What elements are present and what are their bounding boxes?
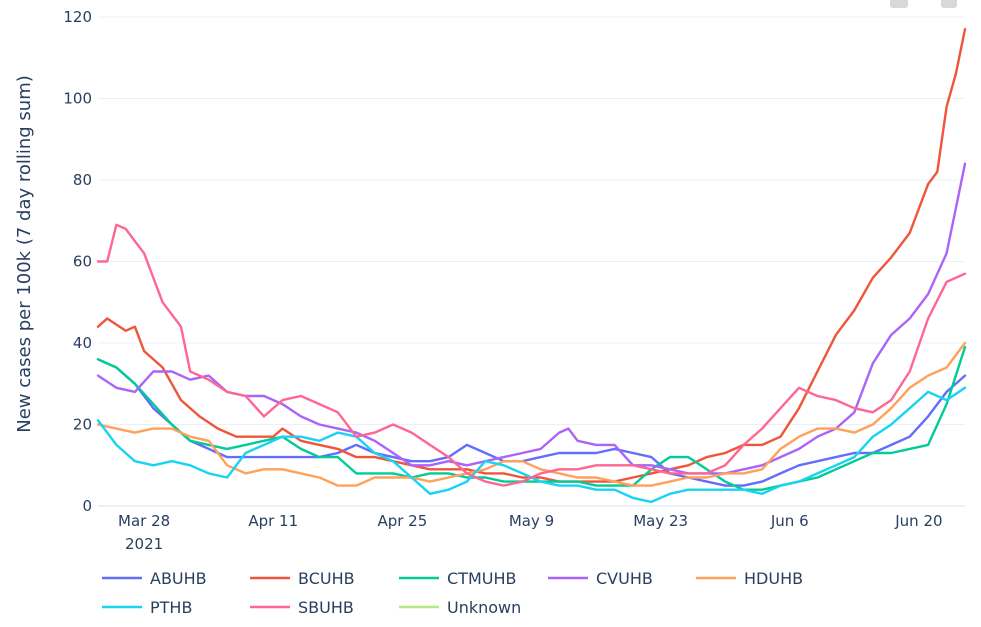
x-tick-sublabel: 2021 bbox=[125, 535, 163, 553]
legend[interactable]: ABUHB BCUHB CTMUHB CVUHB HDUHB PTHB SBUHB Unkno… bbox=[102, 569, 803, 617]
legend-item-cvuhb[interactable]: CVUHB bbox=[548, 569, 653, 588]
series-line-pthb[interactable] bbox=[96, 386, 967, 504]
grid-lines bbox=[98, 16, 965, 507]
home-icon[interactable] bbox=[941, 0, 957, 8]
y-tick-label: 80 bbox=[73, 171, 92, 189]
legend-item-abuhb[interactable]: ABUHB bbox=[102, 569, 207, 588]
legend-label: SBUHB bbox=[298, 598, 354, 617]
series-line-sbuhb[interactable] bbox=[96, 223, 967, 487]
legend-label: CVUHB bbox=[596, 569, 653, 588]
legend-item-hduhb[interactable]: HDUHB bbox=[696, 569, 803, 588]
legend-item-sbuhb[interactable]: SBUHB bbox=[250, 598, 354, 617]
y-tick-label: 40 bbox=[73, 334, 92, 352]
series-line-hduhb[interactable] bbox=[96, 341, 967, 487]
legend-item-unknown[interactable]: Unknown bbox=[399, 598, 521, 617]
legend-label: BCUHB bbox=[298, 569, 355, 588]
x-tick-label: Jun 6 bbox=[770, 512, 809, 530]
series-line-bcuhb[interactable] bbox=[96, 28, 967, 483]
y-tick-label: 100 bbox=[63, 90, 92, 108]
camera-icon[interactable] bbox=[890, 0, 908, 8]
legend-label: CTMUHB bbox=[447, 569, 516, 588]
plot-area[interactable] bbox=[96, 28, 967, 504]
y-tick-label: 20 bbox=[73, 416, 92, 434]
legend-item-pthb[interactable]: PTHB bbox=[102, 598, 192, 617]
x-axis: Mar 28 2021 Apr 11 Apr 25 May 9 May 23 Jun 6 Ju… bbox=[118, 512, 942, 553]
x-tick-label: May 9 bbox=[509, 512, 554, 530]
x-tick-label: Apr 25 bbox=[377, 512, 427, 530]
x-tick-label: Apr 11 bbox=[248, 512, 298, 530]
y-axis-title: New cases per 100k (7 day rolling sum) bbox=[14, 75, 35, 433]
legend-label: Unknown bbox=[447, 598, 521, 617]
series-line-ctmuhb[interactable] bbox=[96, 345, 967, 491]
y-tick-label: 120 bbox=[63, 8, 92, 26]
series-line-cvuhb[interactable] bbox=[96, 162, 967, 475]
y-tick-label: 0 bbox=[82, 497, 92, 515]
legend-label: ABUHB bbox=[150, 569, 207, 588]
legend-label: HDUHB bbox=[744, 569, 803, 588]
x-tick-label: May 23 bbox=[633, 512, 688, 530]
legend-item-bcuhb[interactable]: BCUHB bbox=[250, 569, 355, 588]
legend-label: PTHB bbox=[150, 598, 192, 617]
x-tick-label: Mar 28 bbox=[118, 512, 170, 530]
y-axis: 0 20 40 60 80 100 120 bbox=[63, 8, 92, 515]
y-tick-label: 60 bbox=[73, 253, 92, 271]
legend-item-ctmuhb[interactable]: CTMUHB bbox=[399, 569, 516, 588]
x-tick-label: Jun 20 bbox=[894, 512, 942, 530]
